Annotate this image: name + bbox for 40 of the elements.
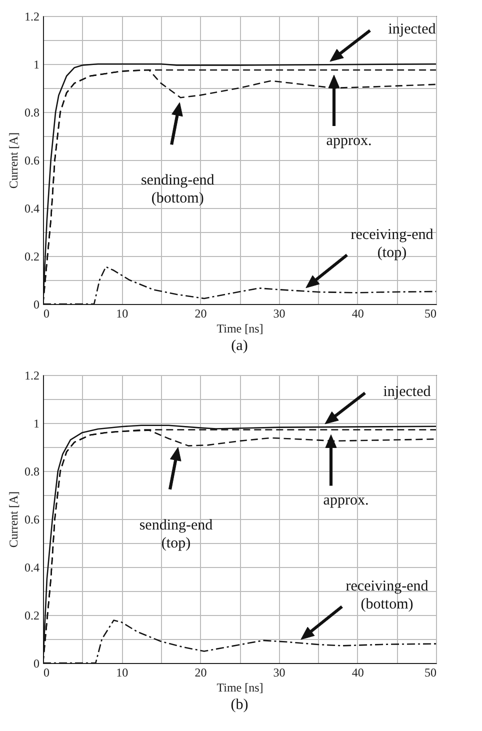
x-axis-title: Time [ns]: [216, 322, 264, 336]
y-tick-label: 0: [34, 298, 40, 312]
y-tick-label: 1: [34, 58, 40, 72]
y-axis-title: Current [A]: [6, 132, 20, 189]
x-tick-label: 20: [194, 306, 207, 320]
y-tick-label: 0.8: [24, 464, 40, 478]
text: (b): [230, 697, 248, 713]
x-tick-label: 10: [116, 666, 128, 680]
annotation: approx.: [326, 133, 372, 149]
x-tick-label: 0: [44, 666, 50, 680]
x-tick-label: 40: [352, 306, 364, 320]
x-tick-label: 10: [116, 306, 128, 320]
x-tick-label: 40: [352, 666, 364, 680]
x-tick-label: 30: [273, 666, 286, 680]
annotation: receiving-end (top): [350, 227, 434, 261]
y-tick-label: 0.6: [24, 512, 40, 526]
x-tick-label: 50: [424, 306, 436, 320]
y-tick-label: 0.2: [24, 608, 40, 622]
annotation: approx.: [323, 492, 369, 509]
y-tick-label: 0.6: [24, 154, 40, 168]
annotation: sending-end (bottom): [140, 172, 215, 207]
y-tick-label: 0.2: [24, 250, 40, 264]
y-tick-label: 0: [34, 656, 40, 670]
y-tick-label: 1.2: [24, 368, 40, 382]
y-tick-label: 1.2: [24, 10, 40, 24]
y-tick-label: 0.4: [24, 202, 40, 216]
y-tick-label: 1: [34, 416, 40, 430]
y-axis-title: Current [A]: [6, 491, 20, 548]
annotation: injected: [383, 384, 432, 400]
x-tick-label: 0: [44, 306, 50, 320]
y-tick-label: 0.4: [24, 560, 40, 574]
annotation: injected: [388, 22, 436, 38]
x-tick-label: 20: [194, 666, 207, 680]
text: (a): [231, 338, 248, 354]
y-tick-label: 0.8: [24, 106, 40, 120]
annotation: receiving-end (bottom): [346, 578, 429, 613]
annotation: sending-end (top): [139, 517, 214, 552]
x-tick-label: 50: [424, 666, 436, 680]
x-axis-title: Time [ns]: [216, 680, 264, 694]
x-tick-label: 30: [273, 306, 286, 320]
